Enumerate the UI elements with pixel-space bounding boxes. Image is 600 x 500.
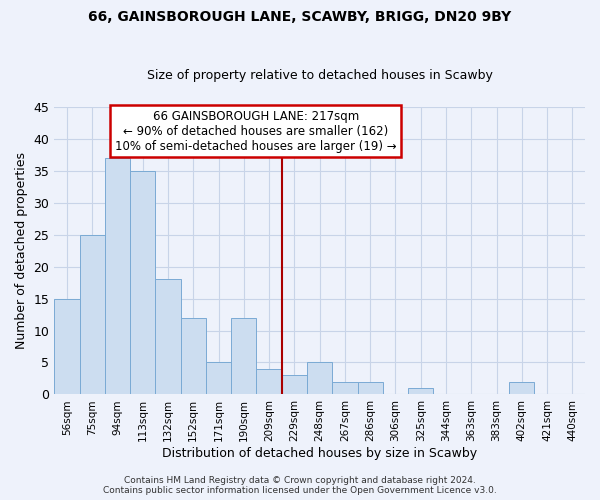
Y-axis label: Number of detached properties: Number of detached properties — [15, 152, 28, 349]
Bar — [80, 234, 105, 394]
Bar — [256, 369, 282, 394]
Bar — [54, 298, 80, 394]
Bar — [130, 170, 155, 394]
Bar — [155, 280, 181, 394]
X-axis label: Distribution of detached houses by size in Scawby: Distribution of detached houses by size … — [162, 447, 477, 460]
Bar — [332, 382, 358, 394]
Bar — [282, 376, 307, 394]
Bar — [181, 318, 206, 394]
Text: 66 GAINSBOROUGH LANE: 217sqm
← 90% of detached houses are smaller (162)
10% of s: 66 GAINSBOROUGH LANE: 217sqm ← 90% of de… — [115, 110, 397, 152]
Bar — [307, 362, 332, 394]
Bar — [509, 382, 535, 394]
Bar — [105, 158, 130, 394]
Bar — [408, 388, 433, 394]
Text: Contains HM Land Registry data © Crown copyright and database right 2024.
Contai: Contains HM Land Registry data © Crown c… — [103, 476, 497, 495]
Text: 66, GAINSBOROUGH LANE, SCAWBY, BRIGG, DN20 9BY: 66, GAINSBOROUGH LANE, SCAWBY, BRIGG, DN… — [88, 10, 512, 24]
Bar — [358, 382, 383, 394]
Bar — [206, 362, 231, 394]
Bar — [231, 318, 256, 394]
Title: Size of property relative to detached houses in Scawby: Size of property relative to detached ho… — [147, 69, 493, 82]
